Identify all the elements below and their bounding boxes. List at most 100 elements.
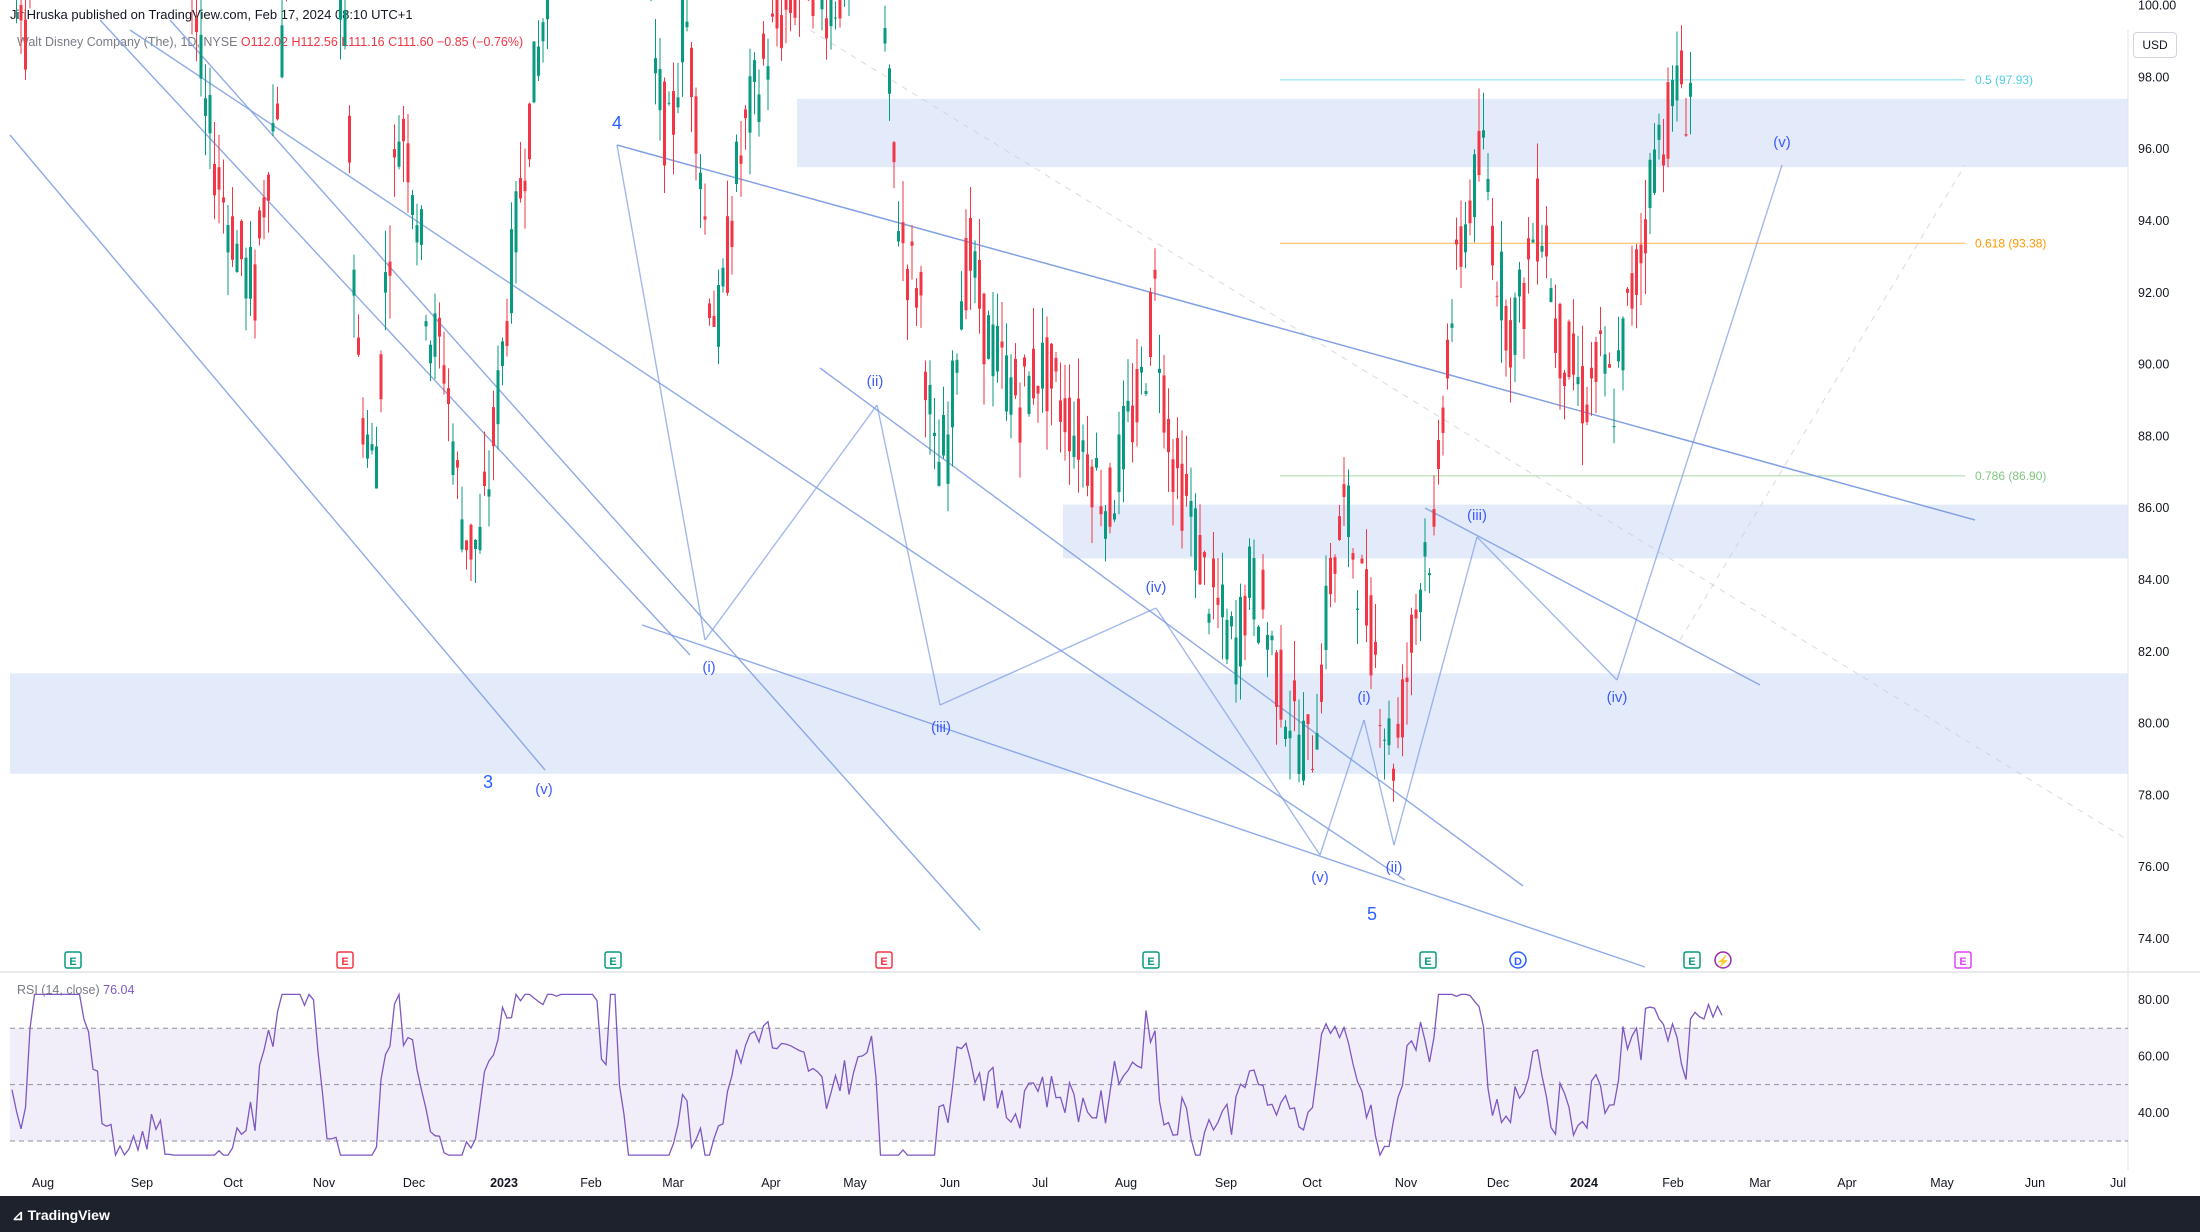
- candle-body: [1518, 269, 1521, 297]
- candle-body: [766, 66, 770, 80]
- symbol-legend: Walt Disney Company (The), 1D, NYSE O112…: [17, 35, 523, 49]
- event-marker: [64, 951, 82, 969]
- elliott-trend-line: [9, 134, 546, 771]
- candle-body: [253, 264, 257, 321]
- candle-body: [973, 251, 977, 278]
- candle-body: [1122, 405, 1125, 470]
- candle-body: [933, 432, 936, 437]
- candle-body: [1270, 635, 1274, 641]
- candle-body: [546, 0, 549, 20]
- candle-body: [1563, 372, 1566, 386]
- candle-body: [708, 303, 711, 319]
- candle-body: [712, 315, 716, 327]
- wave-label: 5: [1367, 904, 1377, 924]
- currency-button[interactable]: USD: [2133, 32, 2177, 58]
- wave-label: (v): [535, 781, 553, 798]
- candle-body: [199, 34, 203, 79]
- candle-body: [429, 344, 432, 364]
- event-marker: [1954, 951, 1972, 969]
- time-tick-label: May: [843, 1176, 867, 1190]
- fib-level-label: 0.786 (86.90): [1975, 469, 2046, 483]
- candle-body: [1459, 226, 1463, 267]
- candle-body: [1293, 680, 1296, 702]
- candle-body: [1509, 320, 1512, 368]
- candle-body: [1603, 354, 1607, 374]
- candle-body: [208, 95, 212, 134]
- candle-body: [919, 271, 923, 296]
- wave-label: (iv): [1146, 579, 1167, 596]
- candle-body: [996, 325, 999, 372]
- candle-body: [753, 60, 756, 82]
- event-marker-letter: E: [1424, 956, 1431, 968]
- candle-body: [1243, 595, 1247, 636]
- candle-body: [1117, 434, 1121, 493]
- candle-body: [897, 231, 900, 242]
- candle-body: [1081, 440, 1085, 452]
- price-tick-label: 94.00: [2138, 214, 2169, 228]
- candle-body: [258, 210, 261, 239]
- candle-body: [762, 33, 765, 59]
- candle-body: [1351, 553, 1355, 560]
- elliott-trend-line: [169, 19, 981, 931]
- price-chart[interactable]: 0.236 (108.11)0.382 (102.48)0.5 (97.93)0…: [0, 0, 2200, 1196]
- time-tick-label: 2023: [490, 1176, 518, 1190]
- candle-body: [775, 0, 779, 29]
- elliott-trend-line: [616, 144, 1976, 521]
- candle-body: [1464, 224, 1467, 253]
- candle-body: [1365, 569, 1368, 626]
- candle-body: [1198, 535, 1202, 585]
- event-marker-letter: E: [1688, 956, 1695, 968]
- candle-body: [397, 141, 401, 167]
- candle-body: [915, 287, 918, 308]
- candle-body: [1018, 407, 1022, 443]
- candle-body: [244, 257, 248, 299]
- candle-body: [1248, 546, 1251, 598]
- candle-body: [838, 0, 842, 19]
- candle-body: [1261, 569, 1265, 610]
- candle-body: [1594, 341, 1598, 382]
- candle-body: [969, 218, 972, 271]
- candle-body: [1329, 557, 1332, 595]
- elliott-trend-line: [616, 144, 706, 641]
- price-tick-label: 98.00: [2138, 70, 2169, 84]
- candle-body: [1657, 124, 1661, 140]
- candle-body: [1140, 366, 1143, 373]
- candle-body: [514, 191, 518, 253]
- candle-body: [685, 21, 689, 28]
- candle-body: [1491, 225, 1494, 266]
- candle-body: [955, 359, 959, 373]
- candle-body: [1450, 323, 1454, 328]
- candle-body: [1230, 616, 1233, 627]
- candle-body: [1149, 292, 1152, 358]
- time-tick-label: Jul: [1032, 1176, 1048, 1190]
- event-marker: [1683, 951, 1701, 969]
- elliott-trend-line: [1319, 719, 1365, 856]
- candle-body: [1558, 303, 1562, 379]
- event-marker: [875, 951, 893, 969]
- candle-body: [1495, 295, 1499, 297]
- ohlc-open: O112.02: [240, 35, 288, 49]
- candle-body: [1468, 200, 1472, 224]
- tradingview-logo[interactable]: ⊿ TradingView: [12, 1207, 110, 1223]
- candle-body: [1414, 609, 1418, 619]
- elliott-trend-line: [1155, 607, 1321, 856]
- time-tick-label: Feb: [1662, 1176, 1684, 1190]
- candle-body: [366, 434, 369, 459]
- event-marker-letter: E: [341, 956, 348, 968]
- candle-body: [1648, 159, 1652, 209]
- candle-body: [1630, 273, 1634, 309]
- candle-body: [910, 241, 914, 246]
- candle-body: [1315, 733, 1319, 750]
- candle-body: [924, 371, 927, 401]
- candle-body: [1203, 552, 1206, 558]
- candle-body: [442, 365, 446, 384]
- candle-body: [1653, 149, 1656, 193]
- candle-body: [195, 17, 198, 33]
- candle-body: [1671, 80, 1674, 107]
- candle-body: [1054, 358, 1058, 372]
- time-tick-label: Mar: [662, 1176, 684, 1190]
- candle-body: [1014, 358, 1017, 396]
- candle-body: [1086, 454, 1089, 486]
- candle-body: [1455, 239, 1458, 245]
- time-tick-label: 2024: [1570, 1176, 1598, 1190]
